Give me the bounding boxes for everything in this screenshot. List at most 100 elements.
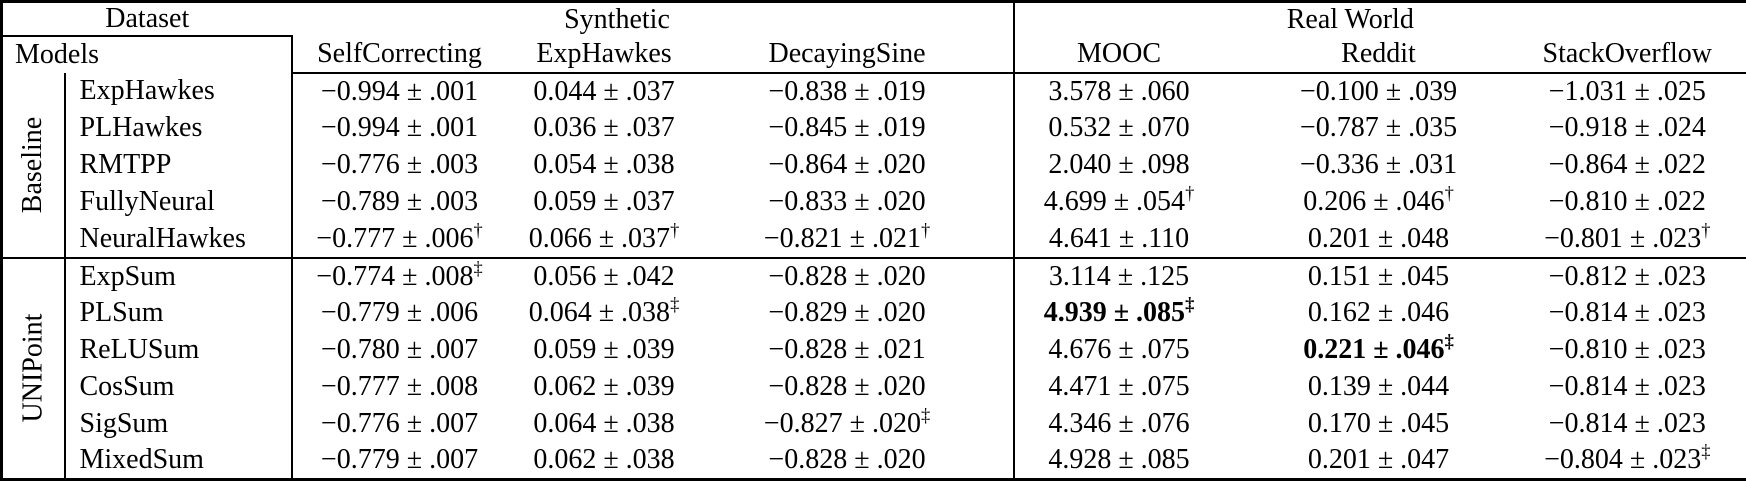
column-header-stackoverflow: StackOverflow <box>1508 36 1746 74</box>
result-cell: −0.776 ± .007 <box>320 408 479 440</box>
result-cell: 0.064 ± .038‡ <box>528 294 680 329</box>
column-header-exphawkes: ExpHawkes <box>506 36 722 74</box>
significance-marker: † <box>473 220 483 241</box>
table-row: RMTPP −0.776 ± .003 0.054 ± .038 −0.864 ± .… <box>2 146 1746 184</box>
significance-marker: † <box>1701 220 1711 241</box>
result-cell: −0.779 ± .006 <box>320 297 479 329</box>
table-row: UNIPoint ExpSum −0.774 ± .008‡ 0.056 ± .042… <box>1 256 1746 480</box>
model-name: RMTPP <box>64 146 293 184</box>
table-body: Baseline ExpHawkes −0.994 ± .001 0.044 ± .0… <box>1 73 1746 480</box>
result-cell: 0.036 ± .037 <box>533 112 675 144</box>
result-cell: −0.810 ± .023 <box>1548 334 1706 366</box>
model-name: PLSum <box>64 294 293 332</box>
table-row: NeuralHawkes −0.777 ± .006† 0.066 ± .037† −… <box>2 220 1746 258</box>
significance-marker: ‡ <box>1701 442 1711 462</box>
significance-marker: ‡ <box>473 258 483 279</box>
result-cell: −0.828 ± .020 <box>721 256 1014 295</box>
column-header-reddit: Reddit <box>1293 36 1509 74</box>
result-cell: −0.828 ± .021 <box>768 334 926 366</box>
result-cell: 3.114 ± .125 <box>1012 256 1294 295</box>
header-row-dataset: Dataset Synthetic Real World <box>1 1 1746 37</box>
result-cell: −0.821 ± .021† <box>763 220 931 254</box>
result-cell: −0.780 ± .007 <box>320 334 479 366</box>
result-cell: 0.059 ± .039 <box>533 334 675 366</box>
result-cell: −0.812 ± .023 <box>1508 256 1746 295</box>
result-cell: 0.206 ± .046† <box>1303 184 1454 218</box>
header-row-columns: Models SelfCorrecting ExpHawkes Decaying… <box>1 36 1746 74</box>
result-cell: −0.814 ± .023 <box>1548 408 1706 440</box>
table-row: Baseline ExpHawkes −0.994 ± .001 0.044 ± .0… <box>1 73 1746 258</box>
result-cell: 0.139 ± .044 <box>1307 371 1450 403</box>
result-cell: −0.774 ± .008‡ <box>291 256 507 295</box>
group-label-baseline: Baseline <box>1 73 66 258</box>
models-header: Models <box>1 36 293 73</box>
model-name: ExpSum <box>64 256 293 295</box>
result-cell: −0.828 ± .020 <box>768 444 926 476</box>
result-cell: −0.827 ± .020‡ <box>763 405 931 440</box>
result-cell: 4.641 ± .110 <box>1012 220 1294 258</box>
model-name: ExpHawkes <box>64 73 293 110</box>
result-cell: −0.833 ± .020 <box>768 186 926 218</box>
column-header-selfcorrecting: SelfCorrecting <box>291 36 507 74</box>
model-name: PLHawkes <box>64 109 293 147</box>
result-cell: −0.828 ± .020 <box>768 371 926 403</box>
result-cell: −0.845 ± .019 <box>768 112 926 144</box>
result-cell: −0.810 ± .022 <box>1548 186 1706 218</box>
result-cell: 0.151 ± .045 <box>1293 256 1509 295</box>
result-cell: 2.040 ± .098 <box>1012 146 1294 184</box>
significance-marker: † <box>920 220 931 241</box>
model-name: FullyNeural <box>64 183 293 221</box>
result-cell: 4.939 ± .085‡ <box>1012 294 1294 332</box>
result-cell: −0.918 ± .024 <box>1548 112 1706 144</box>
model-name: ReLUSum <box>64 331 293 369</box>
result-cell: −1.031 ± .025 <box>1548 75 1706 107</box>
model-name: MixedSum <box>64 442 293 480</box>
result-cell: 0.532 ± .070 <box>1012 109 1294 147</box>
result-cell: 4.471 ± .075 <box>1012 368 1294 406</box>
result-cell: −0.864 ± .020 <box>768 149 926 181</box>
result-cell: 0.170 ± .045 <box>1307 408 1450 440</box>
result-cell: −0.804 ± .023‡ <box>1544 442 1711 476</box>
model-name: NeuralHawkes <box>64 220 293 258</box>
table-row: SigSum −0.776 ± .007 0.064 ± .038 −0.827 ± … <box>2 405 1746 443</box>
synthetic-group-header: Synthetic <box>564 3 670 35</box>
result-cell: 0.062 ± .038 <box>533 444 675 476</box>
significance-marker: † <box>1444 184 1454 204</box>
significance-marker: ‡ <box>1185 294 1195 315</box>
result-cell: −0.814 ± .023 <box>1548 371 1706 403</box>
result-cell: 0.056 ± .042 <box>506 256 722 295</box>
significance-marker: ‡ <box>920 405 931 426</box>
result-cell: −0.776 ± .003 <box>320 149 479 181</box>
result-cell: 4.699 ± .054† <box>1012 183 1294 221</box>
result-cell: −0.801 ± .023† <box>1544 220 1711 254</box>
significance-marker: † <box>670 220 680 241</box>
result-cell: 0.062 ± .039 <box>533 371 675 403</box>
result-cell: −0.829 ± .020 <box>768 297 926 329</box>
table-row: ReLUSum −0.780 ± .007 0.059 ± .039 −0.828 ±… <box>2 331 1746 369</box>
result-cell: −0.864 ± .022 <box>1548 149 1706 181</box>
result-cell: 0.201 ± .048 <box>1307 222 1450 254</box>
table-row: PLSum −0.779 ± .006 0.064 ± .038‡ −0.829 ± … <box>2 294 1746 332</box>
result-cell: −0.994 ± .001 <box>320 75 479 107</box>
result-cell: 0.221 ± .046‡ <box>1303 331 1454 366</box>
significance-marker: ‡ <box>1444 331 1454 352</box>
group-label-unipoint: UNIPoint <box>1 256 66 480</box>
realworld-group-header: Real World <box>1012 1 1746 36</box>
column-header-decayingsine: DecayingSine <box>721 36 1014 74</box>
result-cell: 0.201 ± .047 <box>1307 444 1450 476</box>
table-row: FullyNeural −0.789 ± .003 0.059 ± .037 −0.8… <box>2 183 1746 221</box>
model-name: CosSum <box>64 368 293 406</box>
result-cell: −0.777 ± .008 <box>320 371 479 403</box>
table-row: MixedSum −0.779 ± .007 0.062 ± .038 −0.828 … <box>2 442 1746 480</box>
table-row: CosSum −0.777 ± .008 0.062 ± .039 −0.828 ± … <box>2 368 1746 406</box>
significance-marker: † <box>1185 184 1195 204</box>
result-cell: −0.838 ± .019 <box>768 75 926 107</box>
result-cell: −0.100 ± .039 <box>1299 75 1458 107</box>
dataset-header: Dataset <box>1 1 292 37</box>
result-cell: 4.676 ± .075 <box>1012 331 1294 369</box>
model-name: SigSum <box>64 405 293 443</box>
result-cell: 3.578 ± .060 <box>1012 73 1294 110</box>
result-cell: −0.814 ± .023 <box>1548 297 1706 329</box>
